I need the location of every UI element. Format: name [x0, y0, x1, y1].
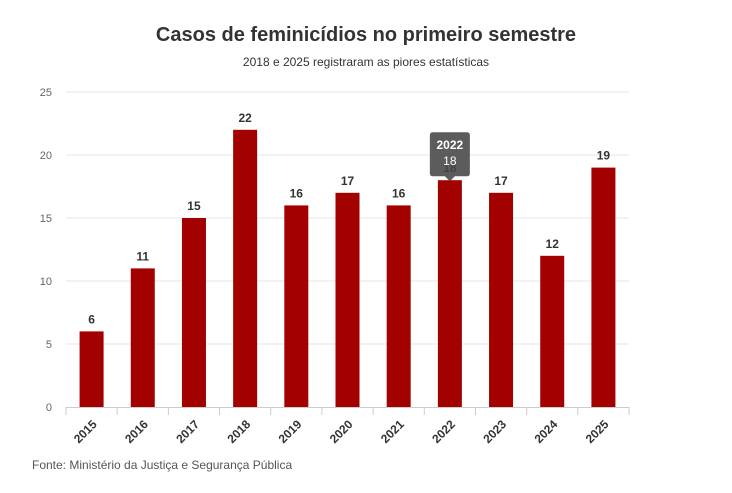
tooltip-value: 18	[443, 154, 457, 168]
data-label-2021: 16	[392, 186, 406, 200]
bar-2018	[233, 129, 258, 408]
data-label-2017: 15	[187, 199, 201, 213]
data-label-2016: 11	[136, 249, 149, 263]
data-label-2015: 6	[88, 312, 95, 326]
chart-subtitle: 2018 e 2025 registraram as piores estatí…	[242, 55, 490, 69]
bar-2021	[386, 205, 411, 407]
y-tick-label: 0	[46, 402, 52, 414]
bar-2017	[181, 218, 206, 407]
x-tick-label-2020: 2020	[327, 417, 356, 446]
source-note: Fonte: Ministério da Justiça e Segurança…	[32, 458, 293, 472]
data-label-2024: 12	[546, 237, 560, 251]
x-tick-label-2022: 2022	[429, 417, 458, 446]
y-tick-label: 20	[40, 150, 52, 162]
data-label-2019: 16	[290, 186, 304, 200]
bar-2024	[540, 255, 565, 407]
x-tick-label-2025: 2025	[583, 417, 612, 446]
tooltip-box	[429, 132, 470, 182]
data-label-2023: 17	[494, 174, 508, 188]
x-tick-label-2018: 2018	[224, 417, 253, 446]
x-tick-label-2024: 2024	[532, 417, 561, 446]
x-tick-label-2016: 2016	[122, 417, 151, 446]
x-tick-label-2019: 2019	[276, 417, 305, 446]
x-tick-label-2015: 2015	[71, 417, 100, 446]
data-label-2025: 19	[597, 149, 611, 163]
bar-2015	[79, 331, 104, 407]
tooltip-category: 2022	[437, 138, 464, 152]
bar-2023	[489, 192, 514, 407]
bar-2016	[130, 268, 155, 407]
x-tick-label-2021: 2021	[378, 417, 407, 446]
bar-2025	[591, 167, 616, 407]
chart-title: Casos de feminicídios no primeiro semest…	[155, 24, 577, 46]
data-label-2020: 17	[341, 174, 355, 188]
bar-2022	[437, 180, 462, 407]
bar-2019	[284, 205, 309, 407]
y-tick-label: 5	[46, 339, 52, 351]
x-tick-label-2023: 2023	[480, 417, 509, 446]
bar-2020	[335, 192, 360, 407]
y-tick-label: 25	[40, 87, 52, 99]
y-tick-label: 15	[40, 213, 52, 225]
y-tick-label: 10	[40, 276, 52, 288]
x-tick-label-2017: 2017	[173, 417, 202, 446]
data-label-2018: 22	[238, 111, 252, 125]
